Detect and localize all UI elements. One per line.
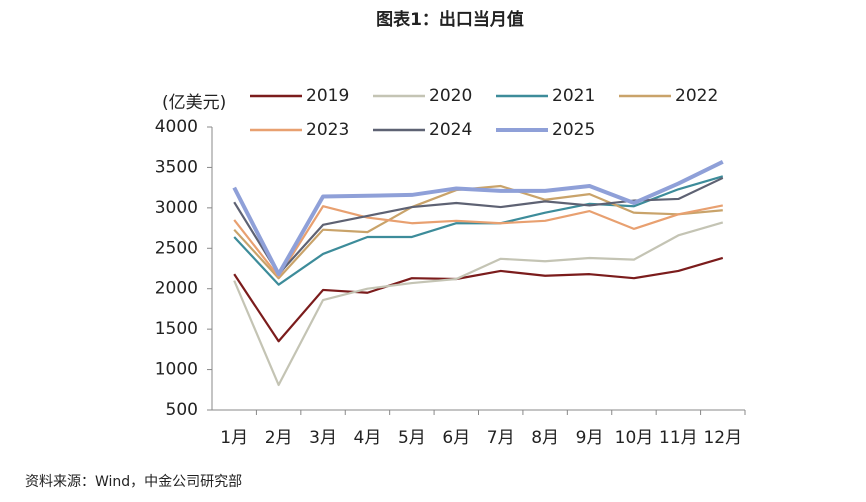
series-line [233, 175, 724, 286]
legend-label: 2025 [552, 120, 595, 140]
source-note: 资料来源：Wind，中金公司研究部 [25, 474, 242, 490]
x-tick-label: 4月 [354, 428, 382, 448]
legend-label: 2022 [675, 86, 718, 106]
y-tick-label: 4000 [155, 117, 198, 137]
chart-title: 图表1：出口当月值 [376, 9, 524, 30]
y-tick-label: 3000 [155, 198, 198, 218]
legend-label: 2021 [552, 86, 595, 106]
series-line [232, 159, 724, 277]
x-tick-label: 7月 [487, 428, 515, 448]
x-tick-label: 9月 [576, 428, 604, 448]
x-tick-label: 6月 [442, 428, 470, 448]
x-tick-label: 5月 [398, 428, 426, 448]
legend-label: 2020 [429, 86, 472, 106]
series-line [233, 204, 724, 278]
legend-label: 2019 [306, 86, 349, 106]
legend-label: 2024 [429, 120, 472, 140]
y-tick-label: 1500 [155, 319, 198, 339]
x-tick-label: 8月 [531, 428, 559, 448]
y-tick-label: 1000 [155, 360, 198, 380]
series-line [233, 256, 724, 343]
legend-label: 2023 [306, 120, 349, 140]
x-tick-label: 12月 [703, 428, 742, 448]
y-tick-label: 500 [166, 400, 198, 420]
y-axis-label: (亿美元) [162, 93, 226, 113]
x-tick-label: 1月 [220, 428, 248, 448]
x-tick-label: 3月 [309, 428, 337, 448]
y-tick-label: 2000 [155, 279, 198, 299]
y-tick-label: 3500 [155, 157, 198, 177]
x-tick-label: 11月 [659, 428, 698, 448]
y-tick-label: 2500 [155, 238, 198, 258]
x-tick-label: 10月 [615, 428, 654, 448]
x-tick-label: 2月 [265, 428, 293, 448]
series-line [233, 221, 724, 387]
